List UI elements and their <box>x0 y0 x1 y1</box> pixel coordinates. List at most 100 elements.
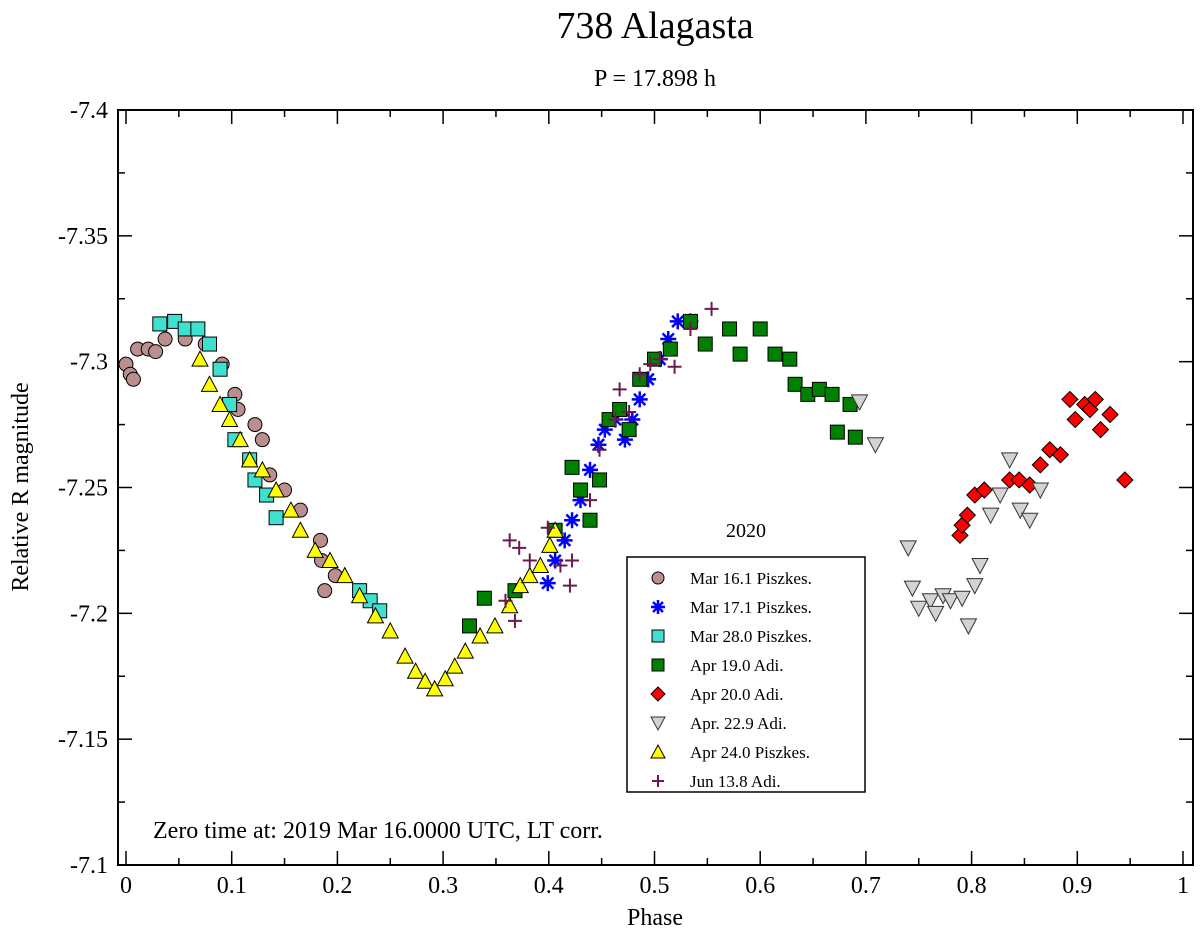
data-point <box>582 461 599 478</box>
data-point <box>787 376 803 392</box>
x-tick-label: 0.2 <box>322 873 352 899</box>
data-point <box>350 586 369 604</box>
data-point <box>660 331 677 348</box>
legend-marker <box>651 571 665 585</box>
data-point <box>157 331 173 347</box>
x-tick-label: 1 <box>1177 873 1189 899</box>
data-point <box>1000 452 1019 469</box>
data-point <box>546 521 564 538</box>
series-2 <box>152 313 388 619</box>
data-point <box>511 576 530 594</box>
data-point <box>652 352 667 367</box>
legend-label: Mar 28.0 Piszkes. <box>690 627 812 646</box>
data-point <box>520 566 539 584</box>
data-point <box>1051 446 1070 464</box>
data-point <box>406 662 425 679</box>
data-point <box>573 482 589 498</box>
data-point <box>462 618 478 634</box>
data-point <box>850 394 869 411</box>
legend-box <box>626 556 866 793</box>
series-5 <box>850 394 1050 635</box>
data-point <box>522 553 537 568</box>
data-point <box>829 424 845 440</box>
data-point <box>556 532 573 549</box>
data-point <box>335 566 354 584</box>
x-tick-label: 0.4 <box>534 873 564 899</box>
data-point <box>177 321 193 337</box>
data-point <box>211 395 229 412</box>
y-tick-label: -7.3 <box>70 350 108 376</box>
data-point <box>253 460 272 478</box>
data-point <box>697 336 713 352</box>
data-point <box>240 450 259 468</box>
data-point <box>640 371 657 388</box>
data-point <box>502 533 517 548</box>
y-tick-label: -7.1 <box>70 853 108 879</box>
data-point <box>267 480 285 498</box>
data-point <box>212 361 228 377</box>
data-point <box>381 621 400 639</box>
data-point <box>247 417 263 433</box>
y-tick-label: -7.2 <box>70 601 108 627</box>
data-point <box>1086 390 1104 409</box>
legend-label: Apr 20.0 Adi. <box>690 685 784 704</box>
data-point <box>669 313 686 330</box>
data-point <box>1116 471 1134 489</box>
data-point <box>704 301 719 316</box>
data-point <box>667 359 682 374</box>
data-point <box>752 321 768 337</box>
data-point <box>975 481 993 499</box>
data-point <box>445 657 464 674</box>
data-point <box>531 556 550 574</box>
data-point <box>572 492 589 509</box>
data-point <box>782 351 798 367</box>
data-point <box>662 341 678 357</box>
x-tick-label: 0.9 <box>1062 873 1092 899</box>
data-point <box>643 357 658 372</box>
y-tick-label: -7.25 <box>58 476 108 502</box>
data-point <box>592 472 608 488</box>
data-point <box>624 411 641 428</box>
data-point <box>456 642 475 659</box>
data-point <box>632 367 647 382</box>
data-point <box>1011 502 1030 520</box>
data-point <box>959 618 978 635</box>
data-point <box>596 421 613 438</box>
data-point <box>1091 420 1110 439</box>
data-point <box>200 375 219 392</box>
data-point <box>722 321 738 337</box>
axis-ticks: 0 0.1 0.2 0.3 0.4 0.5 0.6 0.7 0.8 0.9 1 -7.4 -7.35 -7… <box>58 98 1193 899</box>
data-point <box>220 410 239 428</box>
data-point <box>958 506 977 524</box>
data-point <box>562 578 577 593</box>
data-point <box>824 386 840 402</box>
legend-label: Apr 24.0 Piszkes. <box>690 743 810 762</box>
data-point <box>631 391 648 408</box>
data-point <box>971 558 989 575</box>
data-point <box>866 437 885 454</box>
data-point <box>547 552 564 569</box>
series-7 <box>498 301 719 628</box>
legend-marker <box>650 743 666 759</box>
legend-marker <box>650 686 666 702</box>
legend-title: 2020 <box>726 520 766 542</box>
x-tick-label: 0.6 <box>745 873 775 899</box>
data-point <box>847 429 863 445</box>
y-tick-label: -7.4 <box>70 98 108 124</box>
data-point <box>1031 482 1050 500</box>
data-point <box>732 346 748 362</box>
data-point <box>582 512 598 528</box>
chart-subtitle: P = 17.898 h <box>594 66 716 92</box>
data-point <box>583 493 598 508</box>
data-point <box>436 669 455 687</box>
x-axis-label: Phase <box>627 905 683 931</box>
plot-frame <box>117 109 1194 866</box>
data-point <box>540 520 555 535</box>
chart-title: 738 Alagasta <box>556 5 753 47</box>
data-point <box>1101 405 1119 424</box>
data-point <box>291 521 310 538</box>
data-point <box>425 679 444 697</box>
data-point <box>1031 456 1050 474</box>
legend-marker <box>651 629 665 643</box>
y-tick-label: -7.15 <box>58 727 108 753</box>
